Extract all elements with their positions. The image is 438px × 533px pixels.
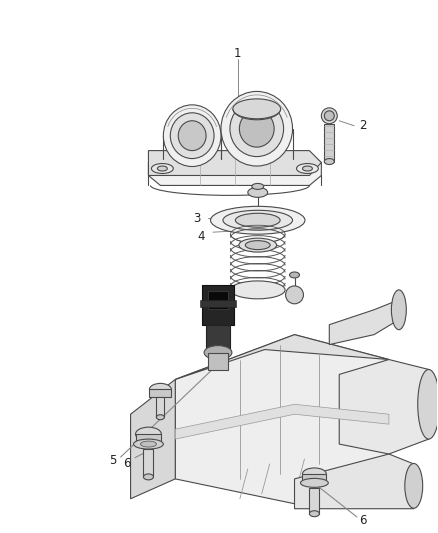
Bar (206, 325, 230, 352)
Bar (202, 285, 234, 325)
Ellipse shape (286, 286, 304, 304)
Ellipse shape (135, 427, 161, 441)
Ellipse shape (211, 206, 305, 234)
Ellipse shape (156, 415, 164, 419)
Text: 2: 2 (359, 119, 367, 132)
Ellipse shape (252, 183, 264, 189)
Polygon shape (135, 434, 161, 444)
Ellipse shape (134, 439, 163, 449)
Ellipse shape (170, 113, 214, 158)
Polygon shape (175, 335, 389, 504)
Polygon shape (303, 474, 326, 483)
Ellipse shape (245, 240, 270, 249)
Ellipse shape (303, 166, 312, 171)
Polygon shape (148, 151, 321, 175)
Bar (200, 300, 236, 307)
Text: 6: 6 (123, 457, 131, 471)
Bar (208, 291, 228, 309)
Ellipse shape (230, 281, 285, 299)
Bar (156, 397, 164, 417)
Ellipse shape (303, 468, 326, 480)
Polygon shape (131, 379, 175, 499)
Ellipse shape (418, 369, 438, 439)
Ellipse shape (204, 345, 232, 360)
Bar (208, 352, 228, 370)
Ellipse shape (230, 101, 283, 157)
Ellipse shape (405, 464, 423, 508)
Ellipse shape (324, 111, 334, 121)
Text: 4: 4 (198, 230, 205, 243)
Polygon shape (339, 360, 429, 454)
Bar (144, 449, 153, 477)
Ellipse shape (300, 479, 328, 487)
Polygon shape (294, 454, 414, 508)
Text: 5: 5 (109, 455, 117, 467)
Ellipse shape (221, 92, 293, 166)
Text: 3: 3 (193, 212, 200, 225)
Bar (186, 109, 198, 121)
Ellipse shape (321, 108, 337, 124)
Bar (309, 488, 319, 514)
Polygon shape (329, 300, 399, 345)
Text: 1: 1 (234, 46, 242, 60)
Ellipse shape (324, 158, 334, 165)
Ellipse shape (178, 121, 206, 151)
Ellipse shape (141, 441, 156, 447)
Polygon shape (175, 335, 389, 379)
Ellipse shape (309, 511, 319, 516)
Ellipse shape (163, 105, 221, 166)
Ellipse shape (223, 211, 293, 230)
Ellipse shape (235, 213, 280, 227)
Ellipse shape (144, 474, 153, 480)
Ellipse shape (152, 164, 173, 173)
Ellipse shape (233, 99, 281, 119)
Ellipse shape (239, 238, 277, 252)
Polygon shape (175, 404, 389, 439)
Ellipse shape (248, 188, 268, 197)
Bar (324, 124, 334, 161)
Text: 6: 6 (359, 514, 367, 527)
Ellipse shape (157, 166, 167, 171)
Ellipse shape (290, 272, 300, 278)
Polygon shape (149, 389, 171, 397)
Ellipse shape (149, 383, 171, 395)
Ellipse shape (392, 290, 406, 330)
Polygon shape (148, 152, 321, 185)
Ellipse shape (240, 110, 274, 147)
Ellipse shape (297, 164, 318, 173)
